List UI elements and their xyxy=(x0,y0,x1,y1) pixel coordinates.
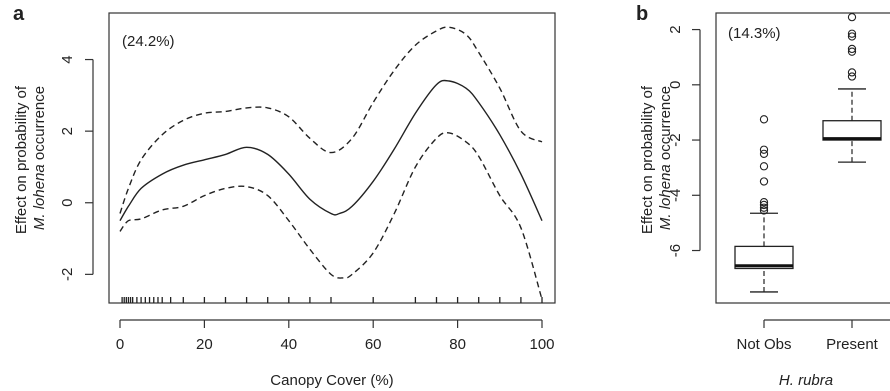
panel-a-lower-ci-line xyxy=(119,131,543,300)
panel-b-y-tick-label: 0 xyxy=(667,81,684,89)
panel-a-y-title-line1: Effect on probability of xyxy=(13,85,30,234)
panel-b-y-tick-label: -2 xyxy=(667,133,684,146)
panel-b-y-title-line1: Effect on probability of xyxy=(639,85,656,234)
box-outlier-point xyxy=(847,72,857,81)
panel-b-x-title: H. rubra xyxy=(779,372,833,389)
panel-a: a (24.2%) 0 20 40 60 80 100 -2 0 2 4 Canopy Cove… xyxy=(13,3,556,389)
box-outlier-point xyxy=(847,44,857,54)
panel-a-y-title-species: M. lohena xyxy=(31,164,48,230)
box-outlier-point xyxy=(847,29,857,38)
box-outlier-point xyxy=(759,198,769,207)
panel-b-y-title-line2: M. lohena occurrence xyxy=(657,86,674,230)
panel-a-x-tick-label: 0 xyxy=(116,336,124,353)
panel-b-y-tick-label: -6 xyxy=(667,244,684,257)
box-outlier-point xyxy=(759,206,769,215)
panel-a-x-tick-label: 60 xyxy=(365,336,382,353)
panel-b-plot-frame xyxy=(715,12,890,304)
panel-a-x-tick-label: 20 xyxy=(196,336,213,353)
panel-b: b (14.3%) -6 -4 -2 0 2 Not Obs Present H. rub… xyxy=(636,3,890,389)
panel-a-y-title-suffix: occurrence xyxy=(31,86,48,164)
panel-a-y-tick-label: 2 xyxy=(59,127,76,135)
panel-b-letter: b xyxy=(636,3,648,25)
panel-b-y-tick-label: 2 xyxy=(667,25,684,33)
panel-a-upper-ci-line xyxy=(119,26,543,214)
box-iqr xyxy=(734,245,794,270)
panel-a-letter: a xyxy=(13,3,25,25)
box-outlier-point xyxy=(847,47,857,56)
box-outlier-point xyxy=(759,200,769,210)
panel-b-boxes xyxy=(734,12,882,293)
panel-a-x-tick-label: 40 xyxy=(280,336,297,353)
panel-a-y-tick-label: -2 xyxy=(59,268,76,281)
panel-b-box-not-obs xyxy=(734,115,794,293)
panel-a-y-tick-label: 4 xyxy=(59,55,76,63)
panel-b-category-label: Present xyxy=(826,336,879,353)
panel-b-x-axis: Not Obs Present xyxy=(736,319,890,353)
box-outlier-point xyxy=(759,162,769,171)
panel-b-box-present xyxy=(822,12,882,163)
panel-b-y-axis: -6 -4 -2 0 2 xyxy=(667,25,701,257)
panel-b-y-title-suffix: occurrence xyxy=(657,86,674,164)
box-outlier-point xyxy=(759,115,769,124)
panel-b-category-label: Not Obs xyxy=(736,336,791,353)
box-outlier-point xyxy=(847,12,857,22)
panel-a-x-title: Canopy Cover (%) xyxy=(270,372,393,389)
box-outlier-point xyxy=(759,145,769,154)
panel-b-y-title: Effect on probability of M. lohena occur… xyxy=(639,82,674,234)
panel-a-y-title: Effect on probability of M. lohena occur… xyxy=(13,82,48,234)
panel-a-x-axis: 0 20 40 60 80 100 xyxy=(116,319,555,353)
box-outlier-point xyxy=(759,177,769,186)
panel-a-y-axis: -2 0 2 4 xyxy=(59,55,94,281)
panel-a-annotation: (24.2%) xyxy=(122,33,175,50)
panel-a-y-tick-label: 0 xyxy=(59,199,76,207)
panel-a-x-tick-label: 80 xyxy=(449,336,466,353)
box-outlier-point xyxy=(847,32,857,41)
panel-a-rug xyxy=(121,297,543,303)
panel-b-annotation: (14.3%) xyxy=(728,25,781,42)
panel-b-y-title-species: M. lohena xyxy=(657,164,674,230)
panel-a-y-title-line2: M. lohena occurrence xyxy=(31,86,48,230)
box-iqr xyxy=(822,120,882,141)
panel-a-x-tick-label: 100 xyxy=(529,336,554,353)
box-outlier-point xyxy=(847,68,857,77)
panel-a-plot-frame xyxy=(108,12,556,304)
box-outlier-point xyxy=(759,203,769,212)
box-outlier-point xyxy=(759,149,769,159)
panel-a-fit-line xyxy=(119,79,543,222)
panel-b-y-tick-label: -4 xyxy=(667,189,684,202)
panel-a-lines xyxy=(119,26,543,300)
